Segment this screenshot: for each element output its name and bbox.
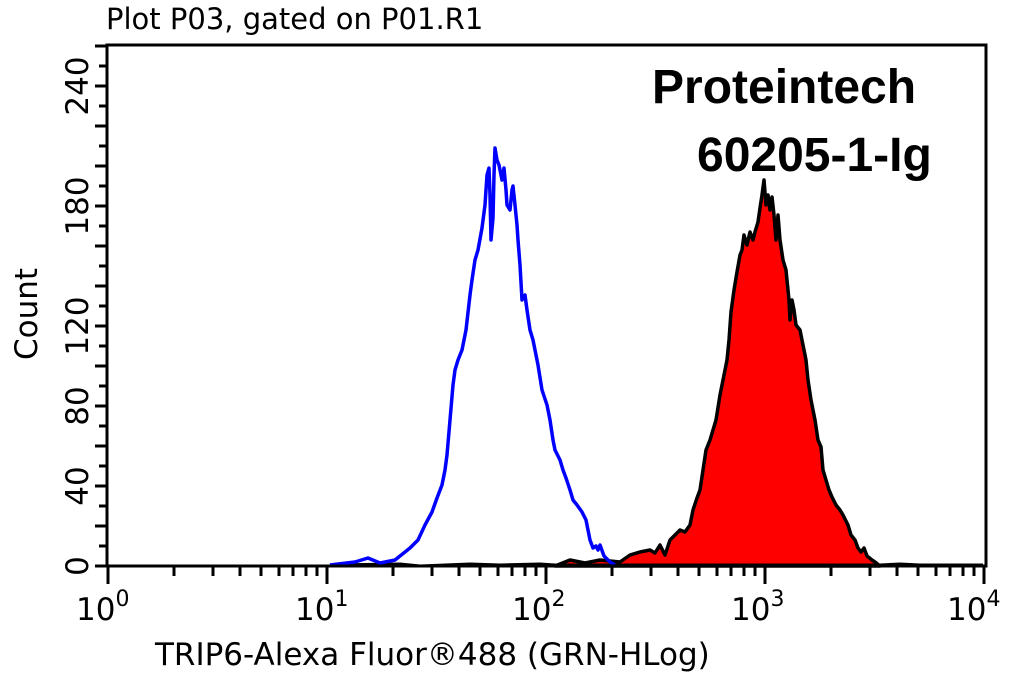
x-tick-1e1: 101	[295, 587, 348, 628]
x-tick-1e4: 104	[947, 587, 1000, 628]
x-tick-1e0: 100	[76, 587, 129, 628]
x-axis-tick-labels: 100 101 102 103 104	[76, 587, 1000, 628]
plot-title: Plot P03, gated on P01.R1	[106, 2, 484, 36]
y-tick-120: 120	[60, 296, 96, 355]
catalog-number: 60205-1-Ig	[697, 129, 932, 182]
y-tick-40: 40	[60, 466, 96, 505]
y-tick-180: 180	[60, 176, 96, 235]
x-tick-1e2: 102	[512, 587, 565, 628]
plot-frame	[105, 43, 988, 568]
y-tick-240: 240	[60, 56, 96, 115]
x-axis-ticks	[106, 566, 986, 584]
y-axis-ticks	[95, 44, 107, 568]
y-tick-0: 0	[60, 556, 96, 576]
y-tick-80: 80	[60, 386, 96, 425]
control-histogram-line	[329, 146, 616, 567]
x-tick-1e3: 103	[731, 587, 784, 628]
x-axis-label: TRIP6-Alexa Fluor®488 (GRN-HLog)	[155, 637, 710, 673]
brand-label: Proteintech	[652, 61, 917, 114]
sample-histogram-fill	[553, 178, 882, 568]
y-axis-tick-labels: 0 40 80 120 180 240	[60, 56, 96, 575]
